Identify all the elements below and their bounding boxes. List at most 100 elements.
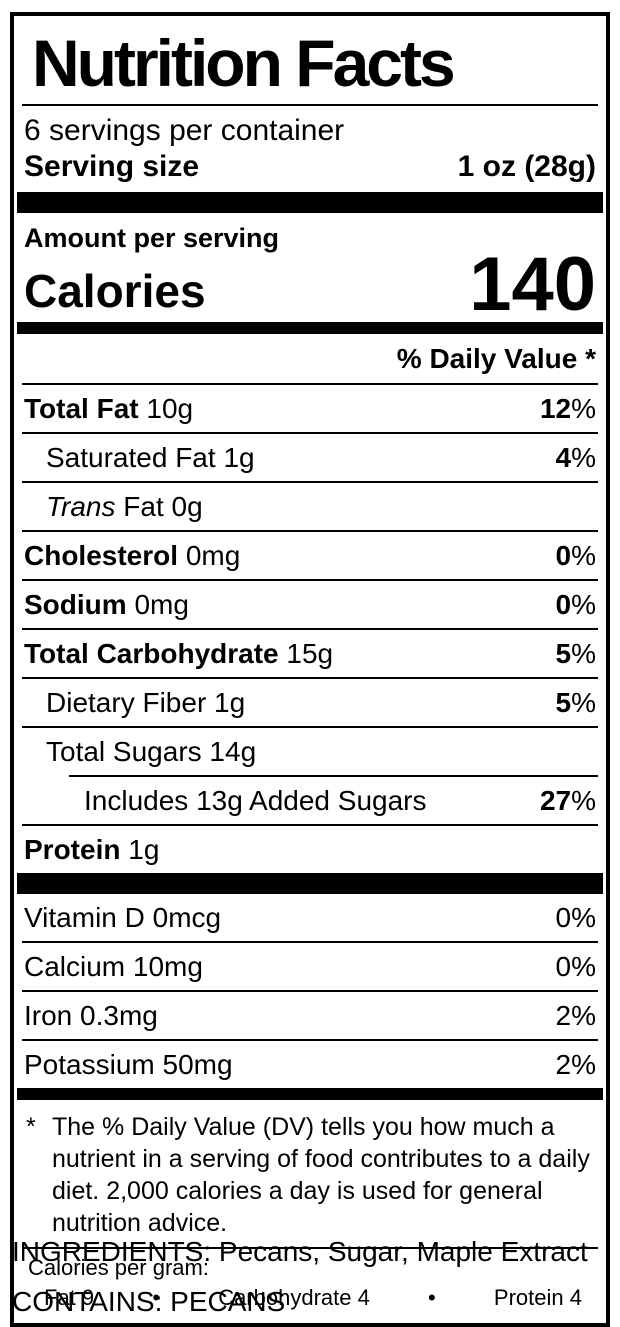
dv-percent-sign: % [571, 393, 596, 425]
nutrient-amount: 15g [286, 638, 334, 670]
dv-percent-sign: % [571, 785, 596, 817]
cpg-carbohydrate: Carbohydrate 4 [218, 1285, 370, 1311]
nutrient-label: Protein 1g [24, 834, 159, 866]
medium-separator-bar-footnote [17, 1088, 603, 1101]
bullet-separator: • [152, 1285, 161, 1311]
nutrient-label: Dietary Fiber 1g [24, 687, 245, 719]
cpg-protein: Protein 4 [493, 1285, 582, 1311]
calories-per-gram-heading: Calories per gram: [28, 1255, 209, 1281]
nutrient-row-total-carbohydrate: Total Carbohydrate 15g 5% [22, 630, 598, 680]
nutrient-dv: 4% [556, 442, 596, 474]
amount-per-serving-label: Amount per serving [24, 223, 280, 253]
bullet-separator: • [428, 1285, 436, 1311]
vitamin-dv: 2% [555, 1049, 596, 1081]
nutrient-amount: 14g [209, 736, 257, 768]
nutrient-label: Cholesterol 0mg [24, 540, 240, 572]
dv-number: 27 [539, 785, 572, 817]
nutrient-name: Total Carbohydrate [24, 638, 279, 670]
dv-number: 0 [555, 589, 572, 621]
dv-number: 0 [555, 540, 572, 572]
nutrient-name: Total Sugars [46, 736, 202, 768]
vitamin-row-potassium: Potassium 50mg 2% [22, 1041, 598, 1088]
vitamin-label: Calcium 10mg [24, 951, 203, 983]
daily-value-header: % Daily Value * [22, 334, 598, 386]
vitamin-label: Vitamin D 0mcg [24, 902, 222, 934]
nutrient-name: Cholesterol [24, 540, 179, 572]
nutrient-label: Total Fat 10g [24, 393, 193, 425]
dv-percent-sign: % [571, 687, 596, 719]
calories-per-gram-section: Calories per gram: Fat 9 • Carbohydrate … [22, 1249, 598, 1323]
cpg-fat: Fat 9 [44, 1285, 95, 1311]
nutrient-label: Saturated Fat 1g [24, 442, 255, 474]
nutrient-dv: 5% [556, 687, 596, 719]
ingredients-statement: INGREDIENTS: Pecans, Sugar, Maple Extrac… [12, 1236, 588, 1267]
nutrient-label: Sodium 0mg [24, 589, 189, 621]
nutrition-facts-label: Nutrition Facts 6 servings per container… [10, 12, 610, 1327]
calories-row: Calories 140 [24, 242, 596, 327]
nutrient-amount: 1g [214, 687, 246, 719]
title-divider [22, 104, 598, 106]
nutrient-row-total-sugars: Total Sugars 14g [22, 728, 598, 775]
nutrient-row-saturated-fat: Saturated Fat 1g 4% [22, 434, 598, 484]
serving-info: 6 servings per container Serving size 1 … [22, 106, 598, 192]
thick-separator-bar-top [17, 192, 603, 213]
nutrient-row-protein: Protein 1g [22, 826, 598, 873]
nutrient-label: Trans Fat 0g [24, 491, 203, 523]
nutrient-label: Includes 13g Added Sugars [84, 785, 427, 817]
footnote-text: The % Daily Value (DV) tells you how muc… [52, 1113, 590, 1238]
vitamin-row-iron: Iron 0.3mg 2% [22, 992, 598, 1042]
dv-number: 12 [539, 393, 572, 425]
nutrient-amount: 1g [128, 834, 160, 866]
dv-number: 5 [555, 687, 572, 719]
nutrient-dv: 0% [556, 589, 596, 621]
nutrient-name: Dietary Fiber [46, 687, 207, 719]
nutrient-name: Saturated Fat [46, 442, 216, 474]
medium-separator-bar-calories [17, 322, 603, 335]
nutrient-amount: Fat 0g [123, 491, 203, 523]
vitamin-label: Iron 0.3mg [24, 1000, 158, 1032]
nutrient-row-added-sugars: Includes 13g Added Sugars 27% [22, 777, 598, 827]
nutrient-dv: 0% [556, 540, 596, 572]
contains-statement: CONTAINS: PECANS [12, 1286, 286, 1317]
nutrient-dv: 27% [540, 785, 596, 817]
nutrient-dv: 12% [540, 393, 596, 425]
nutrient-row-trans-fat: Trans Fat 0g [22, 483, 598, 533]
nutrient-amount: 0mg [134, 589, 189, 621]
serving-size-label: Serving size [24, 150, 200, 183]
dv-percent-sign: % [571, 589, 596, 621]
dv-number: 4 [555, 442, 572, 474]
servings-per-container: 6 servings per container [24, 114, 345, 147]
serving-size-row: Serving size 1 oz (28g) [24, 150, 596, 184]
nutrient-name: Trans [46, 491, 116, 523]
calories-per-gram-divider [22, 1247, 598, 1250]
vitamin-dv: 0% [555, 902, 596, 934]
vitamin-row-vitamin-d: Vitamin D 0mcg 0% [22, 894, 598, 944]
calories-section: Amount per serving Calories 140 [22, 213, 598, 327]
nutrient-row-sodium: Sodium 0mg 0% [22, 581, 598, 631]
added-sugars-divider [69, 775, 598, 778]
nutrient-label: Total Sugars 14g [24, 736, 256, 768]
nutrient-name: Sodium [24, 589, 127, 621]
nutrient-amount: 10g [146, 393, 194, 425]
nutrient-label: Total Carbohydrate 15g [24, 638, 333, 670]
dv-percent-sign: % [571, 442, 596, 474]
nutrient-dv: 5% [556, 638, 596, 670]
thick-separator-bar-protein [17, 873, 603, 895]
calories-value: 140 [469, 242, 596, 327]
nutrient-row-cholesterol: Cholesterol 0mg 0% [22, 532, 598, 582]
nutrient-amount: 1g [223, 442, 255, 474]
vitamin-row-calcium: Calcium 10mg 0% [22, 943, 598, 993]
footnote-asterisk: * [26, 1113, 36, 1142]
nutrient-name: Protein [24, 834, 121, 866]
nutrient-row-total-fat: Total Fat 10g 12% [22, 385, 598, 435]
nutrient-amount: 0mg [185, 540, 241, 572]
vitamin-dv: 2% [555, 1000, 596, 1032]
nutrient-name: Total Fat [24, 393, 139, 425]
dv-percent-sign: % [571, 540, 596, 572]
calories-per-gram-values: Fat 9 • Carbohydrate 4 • Protein 4 [22, 1281, 598, 1311]
daily-value-footnote: * The % Daily Value (DV) tells you how m… [22, 1100, 598, 1247]
serving-size-value: 1 oz (28g) [457, 150, 596, 183]
dv-number: 5 [555, 638, 572, 670]
vitamin-dv: 0% [555, 951, 596, 983]
vitamin-label: Potassium 50mg [24, 1049, 233, 1081]
